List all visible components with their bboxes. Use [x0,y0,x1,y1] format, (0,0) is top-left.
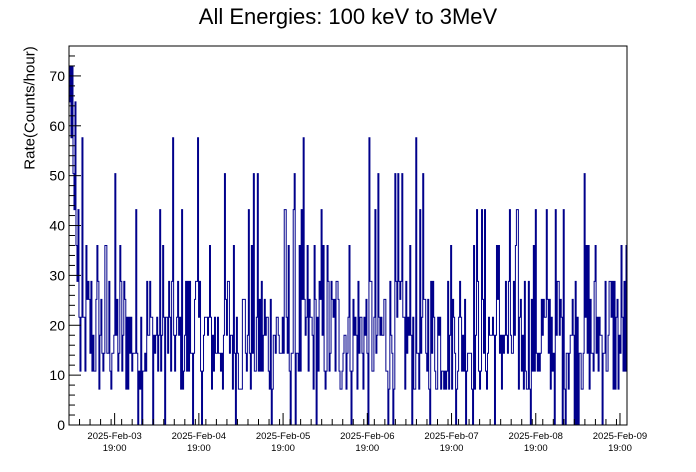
y-tick-label: 0 [57,417,65,433]
x-tick-date-label: 2025-Feb-04 [172,431,226,442]
y-tick-label: 40 [49,218,65,234]
x-tick-date-label: 2025-Feb-03 [87,431,141,442]
x-tick-date-label: 2025-Feb-07 [424,431,478,442]
x-tick-time-label: 19:00 [355,443,379,454]
x-tick-date-label: 2025-Feb-06 [340,431,394,442]
x-tick-time-label: 19:00 [271,443,295,454]
x-tick-time-label: 19:00 [524,443,548,454]
y-tick-label: 50 [49,168,65,184]
y-tick-label: 70 [49,68,65,84]
x-tick-time-label: 19:00 [440,443,464,454]
chart-title: All Energies: 100 keV to 3MeV [198,4,498,29]
y-tick-label: 30 [49,267,65,283]
x-tick-date-label: 2025-Feb-09 [593,431,647,442]
histogram-line [68,65,628,426]
histogram-bars [68,65,628,426]
y-tick-label: 20 [49,317,65,333]
x-tick-date-label: 2025-Feb-05 [256,431,310,442]
x-tick-time-label: 19:00 [103,443,127,454]
x-tick-time-label: 19:00 [608,443,632,454]
y-tick-label: 60 [49,118,65,134]
x-tick-date-label: 2025-Feb-08 [509,431,563,442]
x-tick-time-label: 19:00 [187,443,211,454]
y-tick-label: 10 [49,367,65,383]
